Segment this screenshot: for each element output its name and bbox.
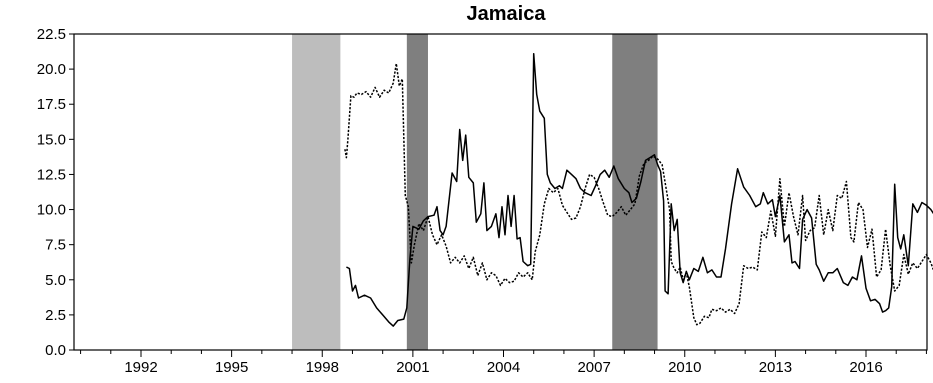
x-tick-label: 1998 [306,359,339,376]
chart-title: Jamaica [467,3,547,25]
x-tick-label: 2004 [487,359,520,376]
x-tick-label: 1995 [215,359,248,376]
x-tick-label: 1992 [124,359,157,376]
series-line-1-solid [346,52,933,327]
x-tick-label: 2016 [849,359,882,376]
x-tick-label: 2007 [577,359,610,376]
series-layer [344,52,933,327]
shaded-regions [292,34,658,350]
x-axis: 1992 1995 1998 2001 2004 2007 2010 2013 2016 [80,350,927,376]
series-line-2-dotted [344,62,933,326]
y-tick-label: 10.0 [37,202,66,219]
y-tick-label: 0.0 [45,342,66,359]
y-tick-label: 17.5 [37,96,66,113]
y-axis: 0.0 2.5 5.0 7.5 10.0 12.5 15.0 17.5 20.0 22.5 [37,26,74,359]
y-tick-label: 12.5 [37,166,66,183]
x-tick-label: 2010 [668,359,701,376]
shaded-region-1 [292,34,341,350]
x-tick-label: 2001 [396,359,429,376]
y-tick-label: 15.0 [37,131,66,148]
y-tick-label: 20.0 [37,61,66,78]
plot-frame [73,33,928,351]
shaded-region-3 [612,34,658,350]
y-tick-label: 7.5 [45,237,66,254]
shaded-region-2 [406,34,428,350]
x-tick-label: 2013 [759,359,792,376]
y-tick-label: 5.0 [45,272,66,289]
y-tick-label: 22.5 [37,26,66,43]
y-tick-label: 2.5 [45,307,66,324]
